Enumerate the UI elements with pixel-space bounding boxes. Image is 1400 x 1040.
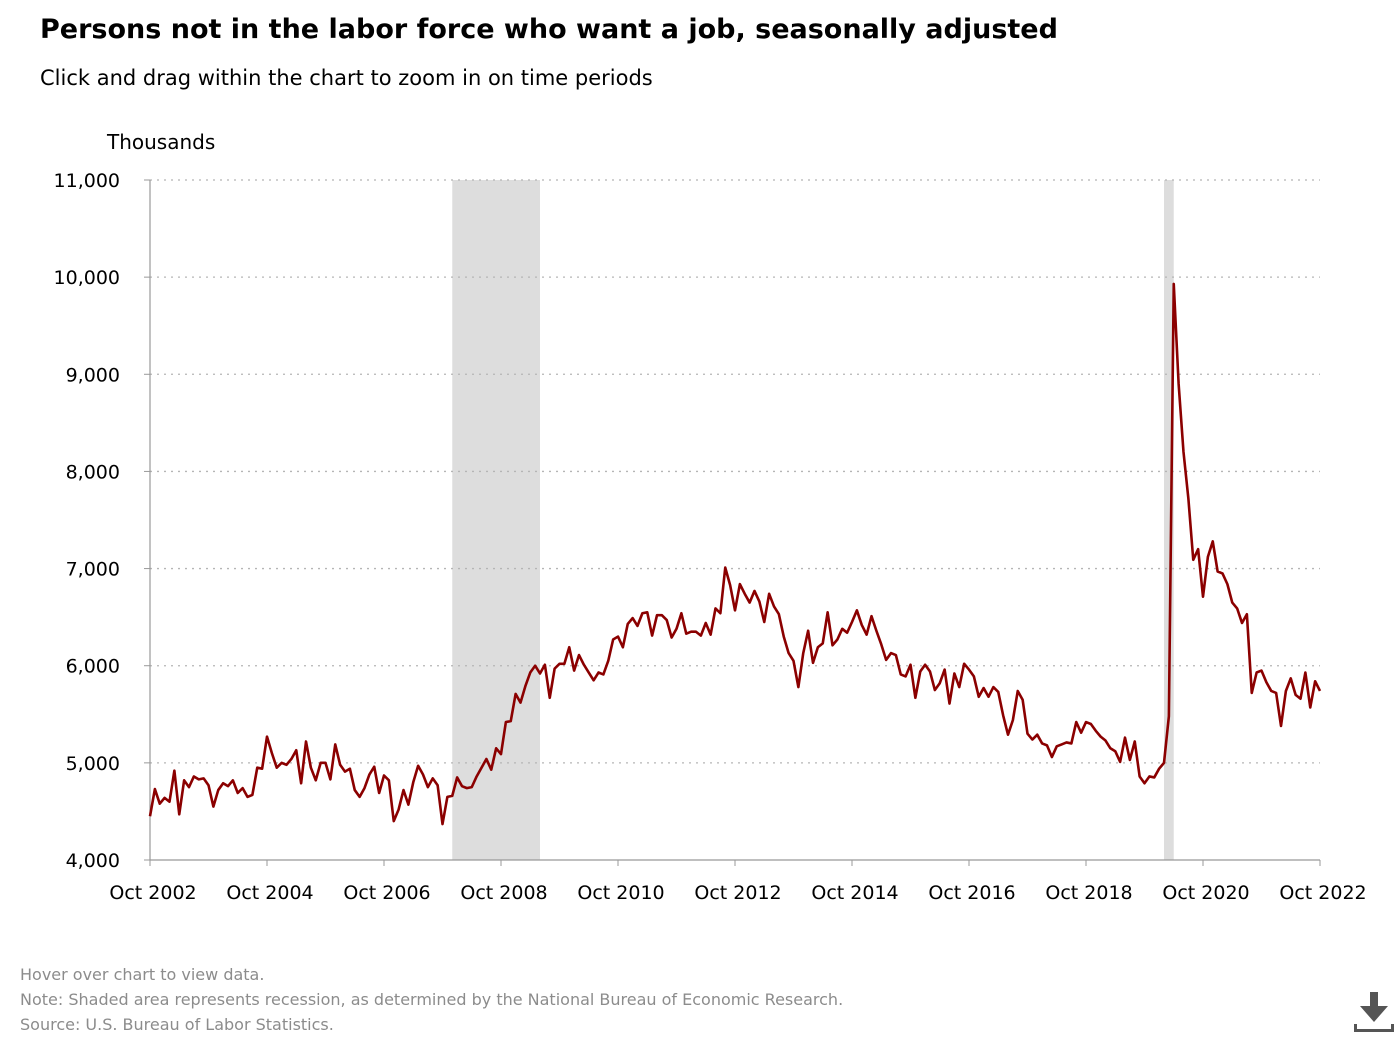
x-tick-label: Oct 2012 xyxy=(694,882,781,904)
source-note: Source: U.S. Bureau of Labor Statistics. xyxy=(20,1015,334,1034)
recession-note: Note: Shaded area represents recession, … xyxy=(20,990,844,1009)
y-tick-label: 6,000 xyxy=(66,656,120,678)
chart-subtitle: Click and drag within the chart to zoom … xyxy=(40,66,653,90)
x-tick-label: Oct 2016 xyxy=(928,882,1015,904)
y-tick-label: 8,000 xyxy=(66,461,120,483)
gridlines xyxy=(150,179,1320,764)
recession-shading xyxy=(452,180,1174,860)
hover-note: Hover over chart to view data. xyxy=(20,965,265,984)
x-tick-label: Oct 2022 xyxy=(1279,882,1366,904)
x-tick-label: Oct 2010 xyxy=(577,882,664,904)
y-tick-label: 5,000 xyxy=(66,753,120,775)
axes: 4,000 5,000 6,000 7,000 8,000 9,000 10,000 11,0… xyxy=(54,170,1367,904)
x-tick-label: Oct 2018 xyxy=(1045,882,1132,904)
x-tick-label: Oct 2020 xyxy=(1162,882,1249,904)
y-tick-label: 4,000 xyxy=(66,850,120,872)
y-tick-label: 7,000 xyxy=(66,559,120,581)
x-tick-label: Oct 2004 xyxy=(226,882,313,904)
download-icon[interactable] xyxy=(1352,990,1396,1034)
recession-band xyxy=(1164,180,1174,860)
series-layer xyxy=(148,282,1322,826)
y-axis-label: Thousands xyxy=(106,130,215,154)
recession-band xyxy=(452,180,540,860)
x-tick-label: Oct 2014 xyxy=(811,882,898,904)
x-tick-label: Oct 2006 xyxy=(343,882,430,904)
y-tick-label: 10,000 xyxy=(54,267,120,289)
x-tick-label: Oct 2002 xyxy=(109,882,196,904)
chart-footer: Hover over chart to view data. Note: Sha… xyxy=(20,962,843,1037)
line-chart[interactable]: 4,000 5,000 6,000 7,000 8,000 9,000 10,000 11,0… xyxy=(0,0,1400,940)
y-tick-label: 11,000 xyxy=(54,170,120,192)
x-tick-label: Oct 2008 xyxy=(460,882,547,904)
series-line xyxy=(148,282,1322,826)
y-tick-label: 9,000 xyxy=(66,364,120,386)
chart-title: Persons not in the labor force who want … xyxy=(40,14,1058,45)
